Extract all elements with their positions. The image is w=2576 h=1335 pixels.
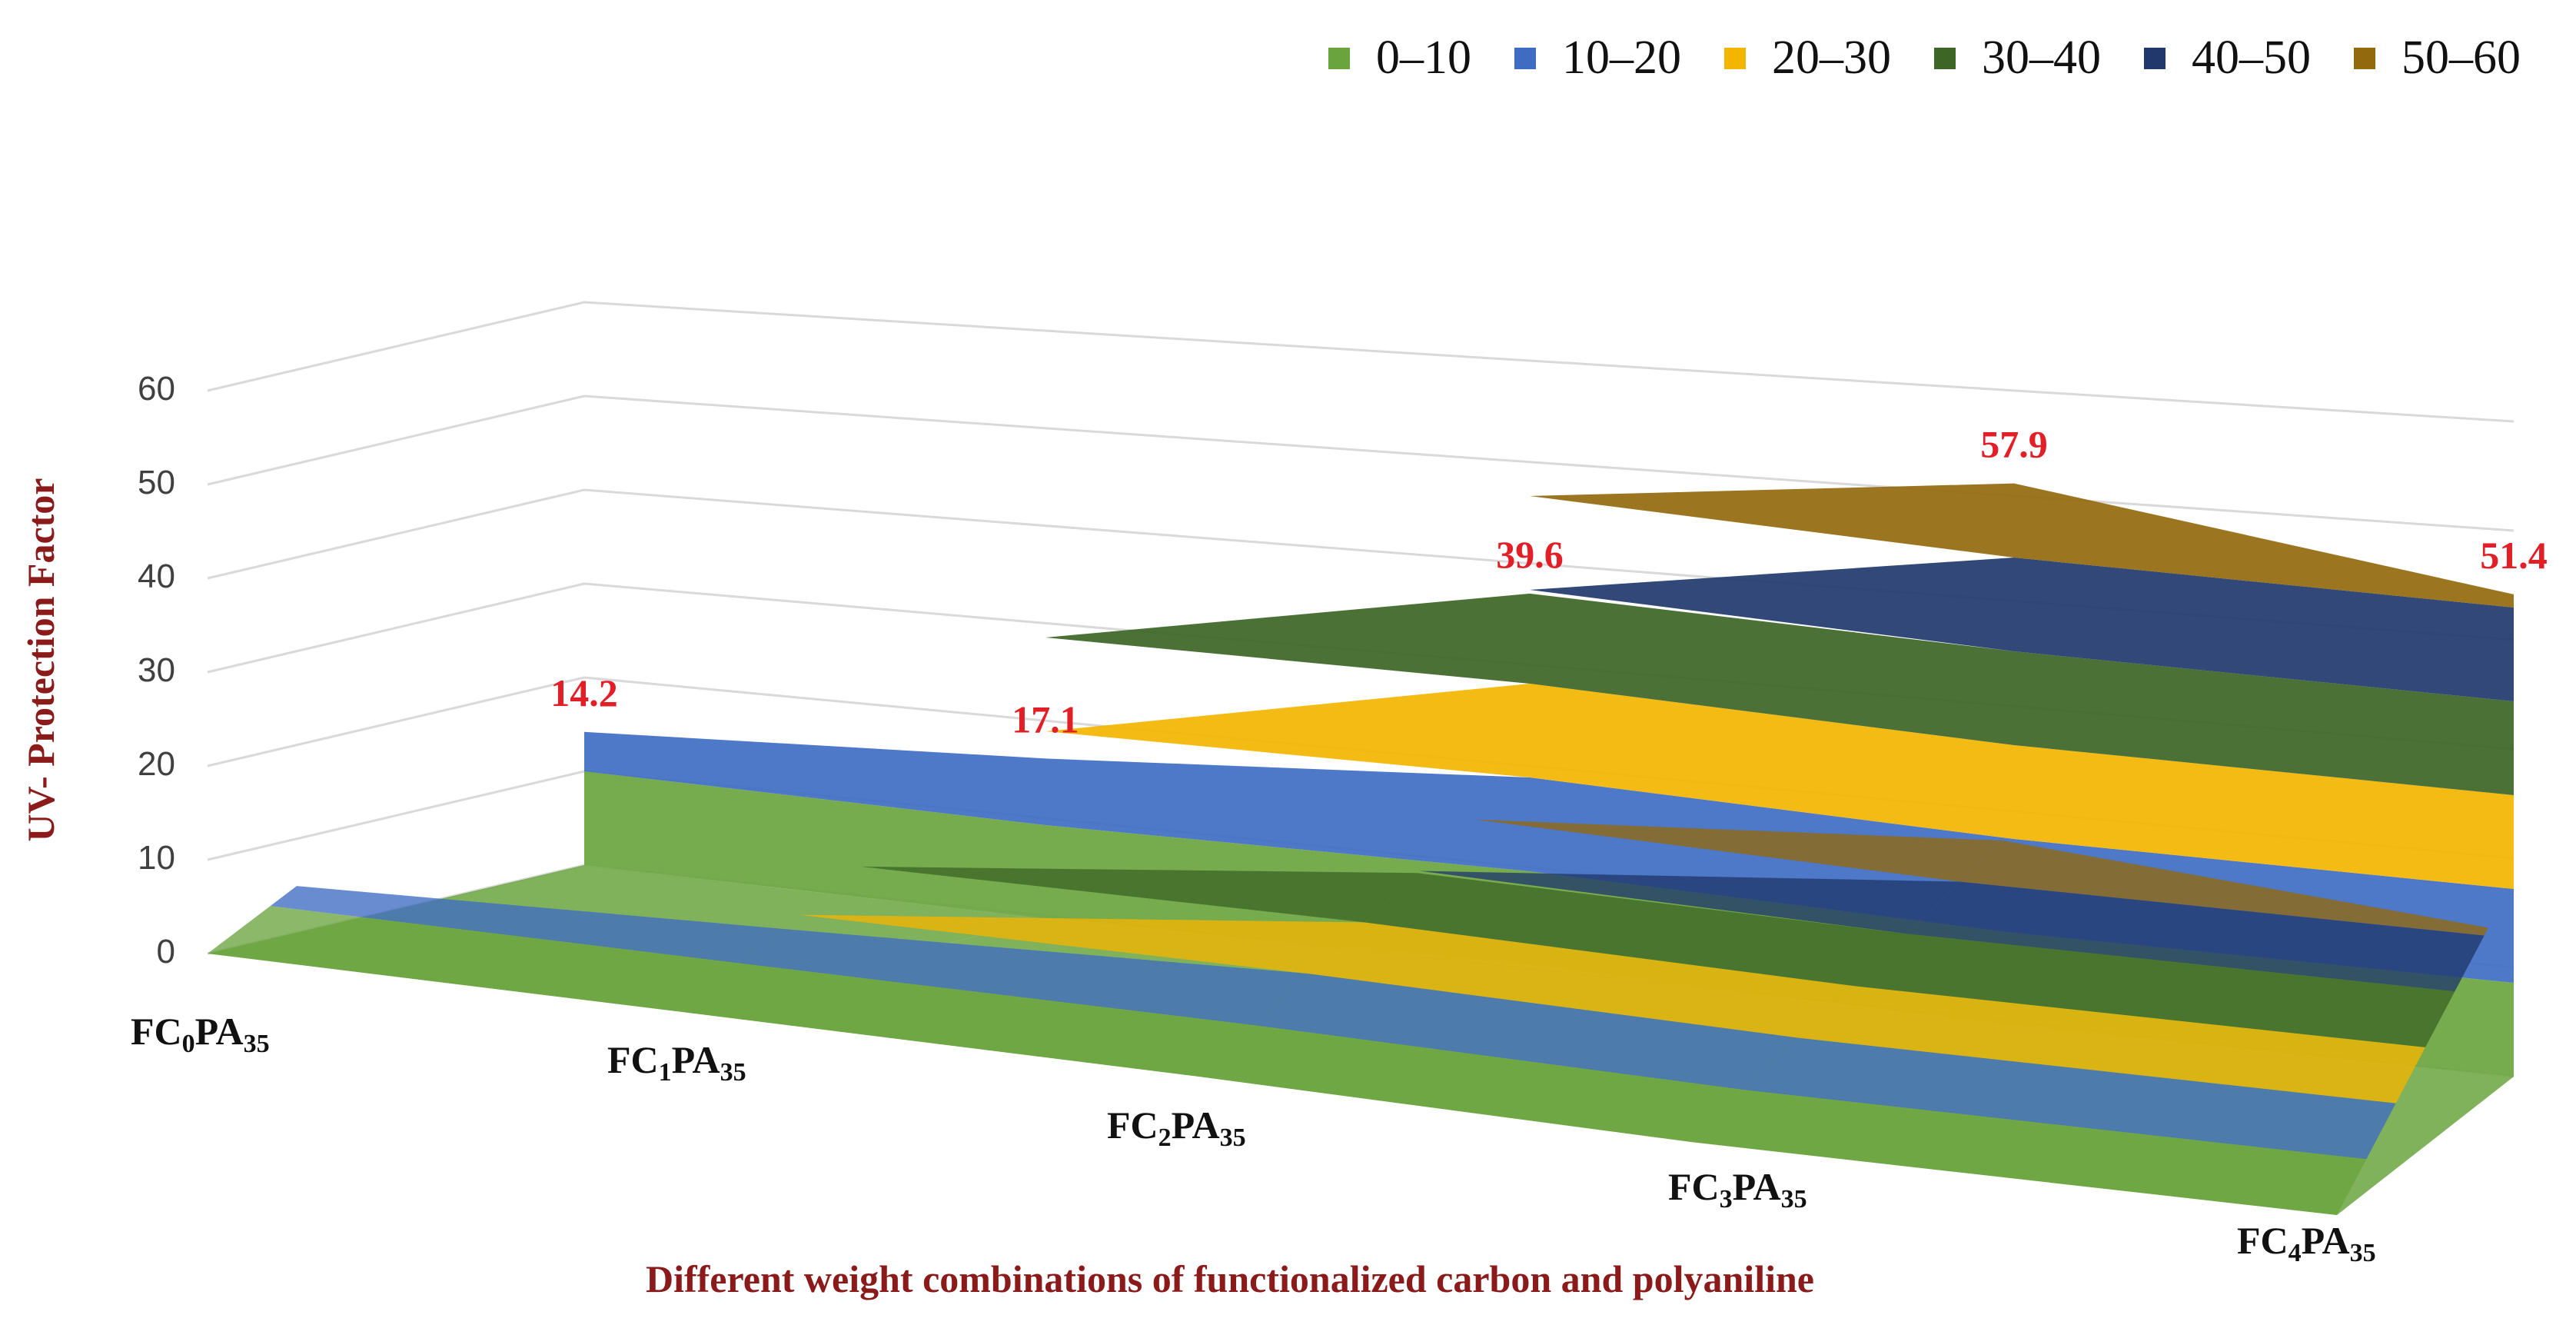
gridline xyxy=(207,395,2515,532)
legend-item: 40–50 xyxy=(2144,31,2311,85)
surface-face xyxy=(1745,1037,2396,1160)
surface-band xyxy=(2014,651,2514,795)
surface-face xyxy=(270,886,782,964)
category-labels: FC0PA35 FC1PA35 FC2PA35 FC3PA35 FC4PA35 xyxy=(131,1010,2376,1267)
surface-band xyxy=(1530,558,2014,651)
surface-face xyxy=(1853,934,2455,1047)
legend-swatch xyxy=(1934,47,1956,69)
surface-face xyxy=(1474,819,2003,882)
surface-band xyxy=(1045,684,1530,777)
legend-item: 50–60 xyxy=(2354,31,2521,85)
category-label: FC3PA35 xyxy=(1668,1165,1807,1213)
legend-item: 30–40 xyxy=(1934,31,2101,85)
data-label: 14.2 xyxy=(550,671,618,714)
legend: 0–10 10–20 20–30 30–40 40–50 50–60 xyxy=(1328,31,2521,85)
surface-face xyxy=(1906,881,2485,992)
y-tick-label: 0 xyxy=(157,933,175,970)
data-label: 17.1 xyxy=(1012,697,1079,741)
surface-band xyxy=(2014,558,2514,701)
surface-face xyxy=(861,866,1418,923)
axis-ticks: 0 10 20 30 40 50 60 xyxy=(138,370,175,970)
surface-band xyxy=(2014,483,2514,608)
surface-band xyxy=(1530,593,2014,745)
y-tick-label: 60 xyxy=(138,370,175,408)
category-label: FC1PA35 xyxy=(607,1038,746,1087)
surface-band xyxy=(1530,684,2014,839)
y-tick-label: 50 xyxy=(138,464,175,501)
category-label: FC0PA35 xyxy=(131,1010,270,1058)
gridline xyxy=(207,301,2515,423)
surface-band xyxy=(584,731,1045,825)
y-tick-label: 10 xyxy=(138,839,175,877)
data-label: 57.9 xyxy=(1980,423,2048,466)
legend-label: 20–30 xyxy=(1772,32,1891,84)
legend-swatch xyxy=(1724,47,1746,69)
legend-label: 30–40 xyxy=(1982,32,2101,84)
x-axis-title: Different weight combinations of functio… xyxy=(646,1257,1814,1300)
legend-label: 0–10 xyxy=(1376,32,1471,84)
surface-face xyxy=(1691,1090,2367,1215)
legend-swatch xyxy=(1328,47,1350,69)
legend-swatch xyxy=(2144,47,2166,69)
surface-face xyxy=(1254,974,1799,1090)
surface xyxy=(208,483,2514,1215)
legend-label: 40–50 xyxy=(2192,32,2311,84)
surface-face xyxy=(208,906,738,1011)
legend-label: 10–20 xyxy=(1562,32,1681,84)
surface-band xyxy=(1045,758,1530,871)
data-labels: 14.2 17.1 39.6 57.9 51.4 xyxy=(550,423,2548,741)
y-axis-title: UV- Protection Factor xyxy=(19,478,62,842)
surface-face xyxy=(738,928,1310,1026)
surface-face xyxy=(1799,985,2425,1104)
legend-label: 50–60 xyxy=(2401,32,2521,84)
y-tick-label: 40 xyxy=(138,558,175,595)
y-tick-label: 30 xyxy=(138,651,175,689)
surface-face xyxy=(1364,873,1906,986)
data-label: 51.4 xyxy=(2480,534,2548,577)
surface-band xyxy=(584,771,1045,919)
surface-face xyxy=(799,914,1364,974)
surface-band xyxy=(2014,745,2514,889)
category-label: FC4PA35 xyxy=(2237,1219,2376,1267)
surface-face xyxy=(676,963,1255,1077)
surface-face xyxy=(1960,841,2489,936)
y-tick-label: 20 xyxy=(138,745,175,783)
legend-item: 20–30 xyxy=(1724,31,1891,85)
surface-band xyxy=(1530,483,2014,558)
surface-face xyxy=(1419,871,1960,934)
data-label: 39.6 xyxy=(1496,533,1564,576)
surface-face xyxy=(1199,1025,1745,1142)
legend-swatch xyxy=(2354,47,2375,69)
surface-band xyxy=(1045,593,1530,684)
surface-face xyxy=(1309,922,1853,1038)
legend-item: 0–10 xyxy=(1328,31,1471,85)
legend-swatch xyxy=(1514,47,1536,69)
category-label: FC2PA35 xyxy=(1107,1104,1246,1152)
legend-item: 10–20 xyxy=(1514,31,1681,85)
